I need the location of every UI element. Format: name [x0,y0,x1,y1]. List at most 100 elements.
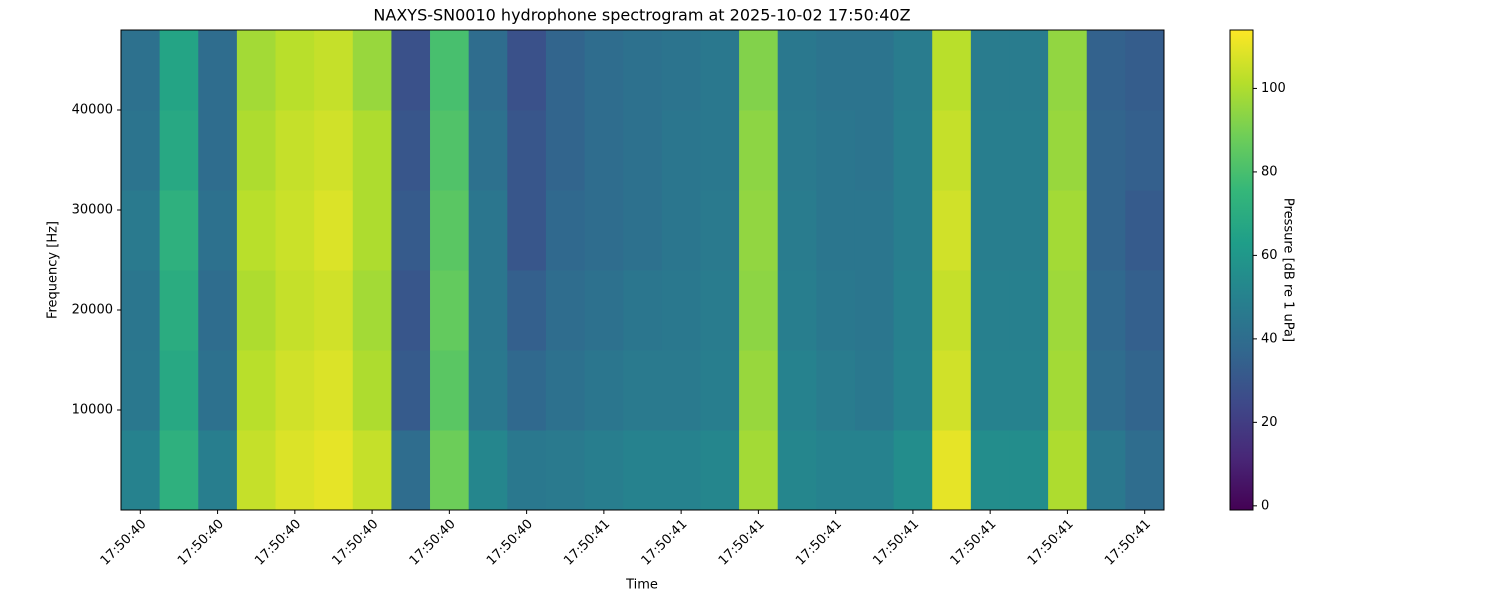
heatmap-cell [198,430,238,511]
x-tick-label: 17:50:41 [561,517,613,569]
heatmap-cell [584,30,624,111]
heatmap-cell [700,110,740,191]
heatmap-cell [1125,430,1165,511]
heatmap-cell [970,110,1010,191]
heatmap-cell [1048,350,1088,431]
heatmap-cell [584,350,624,431]
heatmap-cell [661,110,701,191]
heatmap-cell [623,350,663,431]
heatmap-cell [507,190,547,271]
heatmap-cell [507,30,547,111]
x-tick-label: 17:50:40 [407,517,459,569]
x-tick-label: 17:50:41 [948,517,1000,569]
heatmap-cell [352,190,392,271]
heatmap-cell [236,110,277,191]
heatmap-cell [391,350,431,431]
heatmap-cell [391,30,431,111]
heatmap-cell [623,190,663,271]
heatmap-cell [391,190,431,271]
colorbar-tick-label: 100 [1261,81,1286,96]
heatmap-cell [430,350,470,431]
colorbar-tick-label: 0 [1261,498,1269,513]
heatmap-cell [1009,110,1049,191]
heatmap-cell [584,270,624,351]
heatmap-cell [777,190,817,271]
heatmap-cell [816,350,856,431]
heatmap-cell [893,190,933,271]
x-tick-label: 17:50:40 [98,517,150,569]
heatmap-cell [159,350,199,431]
heatmap-cell [1009,30,1049,111]
heatmap-cell [970,270,1010,351]
heatmap-cell [430,430,470,511]
heatmap-cell [893,350,933,431]
colorbar-tick-label: 40 [1261,331,1278,346]
heatmap-cell [816,30,856,111]
heatmap-cell [391,430,431,511]
heatmap-cell [430,30,470,111]
x-tick-label: 17:50:40 [252,517,304,569]
heatmap-cell [970,350,1010,431]
heatmap-cell [970,190,1010,271]
heatmap-cell [1125,270,1165,351]
heatmap-cell [159,270,199,351]
heatmap-cell [121,270,161,351]
heatmap-cell [777,430,817,511]
heatmap-cell [893,270,933,351]
heatmap-cell [198,30,238,111]
heatmap-cell [854,190,895,271]
heatmap-cell [468,350,508,431]
y-tick-label: 10000 [72,403,113,418]
heatmap-cell [739,30,779,111]
heatmap-cell [275,270,315,351]
heatmap-cell [352,30,392,111]
heatmap-cell [275,350,315,431]
heatmap-cell [314,430,354,511]
heatmap-cell [1125,30,1165,111]
heatmap-cell [507,350,547,431]
x-axis-label: Time [625,578,658,593]
heatmap-cell [468,190,508,271]
heatmap-cell [545,30,586,111]
heatmap-cell [623,430,663,511]
heatmap-cell [1125,190,1165,271]
heatmap-cell [391,270,431,351]
heatmap-cell [314,110,354,191]
heatmap-cell [121,110,161,191]
heatmap-cell [700,270,740,351]
x-tick-label: 17:50:40 [484,517,536,569]
heatmap-cell [1125,350,1165,431]
heatmap-cell [275,30,315,111]
heatmap-cell [932,430,972,511]
heatmap-cell [236,30,277,111]
heatmap-cell [545,270,586,351]
heatmap-cell [623,270,663,351]
heatmap-cell [970,30,1010,111]
heatmap-cell [352,350,392,431]
heatmap-cell [352,270,392,351]
heatmap-cell [661,350,701,431]
heatmap-cell [430,110,470,191]
heatmap-cell [854,270,895,351]
heatmap-cell [1086,30,1126,111]
heatmap-cell [700,350,740,431]
heatmap-cell [893,430,933,511]
heatmap-cell [623,110,663,191]
heatmap-cell [1009,190,1049,271]
heatmap-cell [1125,110,1165,191]
heatmap-cell [159,110,199,191]
heatmap-cell [430,270,470,351]
heatmap-cell [121,350,161,431]
heatmap-cell [545,430,586,511]
heatmap-cell [1086,430,1126,511]
heatmap-cell [1048,110,1088,191]
x-tick-label: 17:50:41 [716,517,768,569]
heatmap-cell [121,430,161,511]
heatmap-cell [816,190,856,271]
colorbar-label: Pressure [dB re 1 uPa] [1281,198,1296,342]
heatmap-cell [854,350,895,431]
heatmap-cell [739,350,779,431]
y-tick-label: 40000 [72,103,113,118]
colorbar-tick-label: 20 [1261,415,1278,430]
